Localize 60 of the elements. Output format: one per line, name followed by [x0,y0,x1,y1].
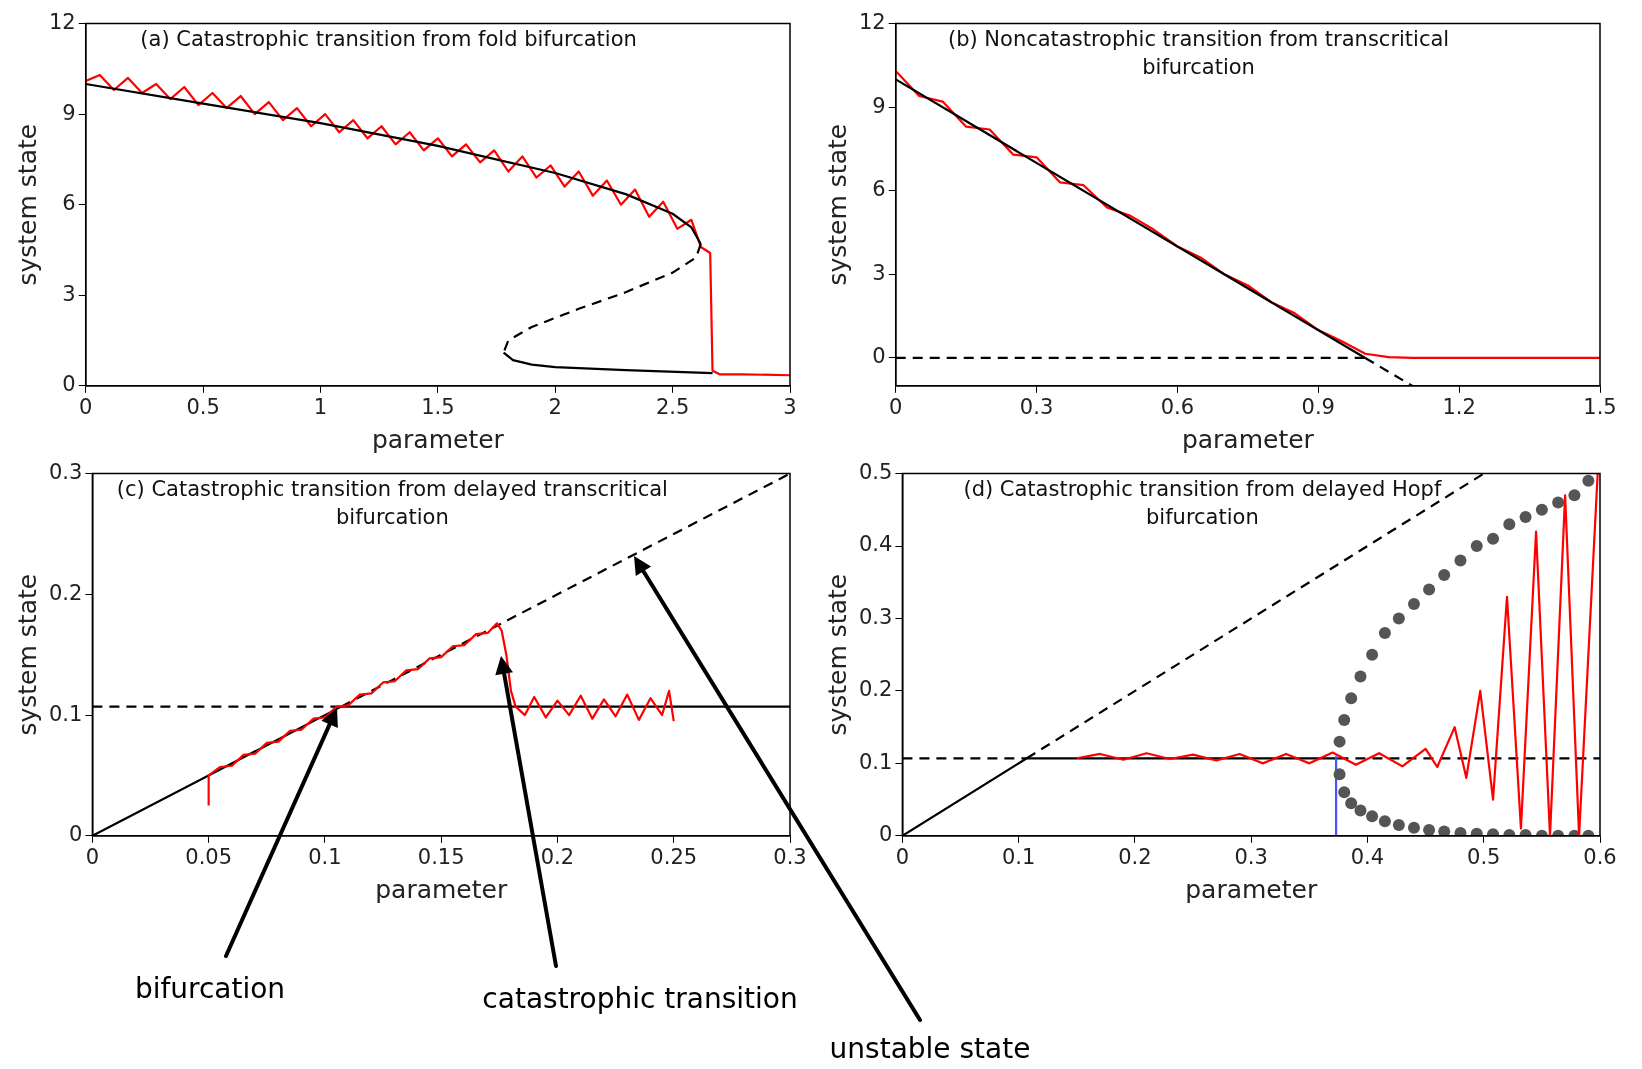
x-tick-label: 0.1 [1001,844,1036,869]
x-tick-label: 0.2 [540,844,575,869]
y-tick-label: 3 [62,281,76,306]
y-tick-label: 0.3 [48,460,83,485]
text: (d) Catastrophic transition from delayed Hopf bifurcation [963,476,1442,529]
y-tick-label: 0.2 [858,677,893,702]
y-tick-label: 6 [62,191,76,216]
y-axis-title: system state [12,573,42,736]
y-tick-label: 9 [872,93,886,118]
y-tick-label: 0.4 [858,532,893,557]
text: catastrophic transition [482,981,798,1015]
x-tick-label: 0.25 [650,844,698,869]
y-tick-label: 0 [62,372,76,397]
x-tick-label: 0 [85,844,100,869]
x-tick-label: 0.3 [773,844,807,869]
x-tick-label: 0.5 [186,394,220,419]
x-axis-title: parameter [375,874,508,904]
x-tick-label: 0.6 [1583,844,1617,869]
x-tick-label: 0.3 [1234,844,1268,869]
y-tick-label: 0.1 [858,749,893,774]
x-tick-label: 0.3 [1019,394,1054,419]
x-tick-label: 3 [783,394,797,419]
x-tick-label: 0.5 [1467,844,1501,869]
chart-title: (a) Catastrophic transition from fold bifurcation [140,26,637,51]
y-tick-label: 0.5 [858,460,893,485]
x-axis-title: parameter [1181,424,1315,454]
x-tick-label: 2.5 [655,394,690,419]
x-tick-label: 0.15 [417,844,465,869]
y-tick-label: 0 [879,822,893,847]
x-tick-label: 1.5 [1583,394,1617,419]
text: (c) Catastrophic transition from delayed transcritical bifurcation [116,476,668,529]
x-tick-label: 0.4 [1350,844,1385,869]
y-tick-label: 6 [872,177,886,202]
y-axis-title: system state [822,573,852,736]
text: (b) Noncatastrophic transition from transcritical bifurcation [947,26,1450,79]
x-tick-label: 0.05 [185,844,233,869]
text: unstable state [829,1031,1031,1065]
x-tick-label: 1.5 [421,394,455,419]
y-tick-label: 9 [62,100,76,125]
y-tick-label: 0 [872,344,886,369]
x-tick-label: 0 [895,844,910,869]
x-tick-label: 0.2 [1118,844,1152,869]
y-tick-label: 12 [48,10,76,35]
x-axis-title: parameter [1185,874,1318,904]
y-axis-title: system state [12,123,42,286]
y-tick-label: 0 [69,822,83,847]
y-tick-label: 0.3 [858,604,893,629]
x-tick-label: 1.2 [1442,394,1476,419]
y-tick-label: 0.1 [48,701,83,726]
x-tick-label: 2 [548,394,562,419]
x-axis-title: parameter [371,424,505,454]
x-tick-label: 0.1 [308,844,342,869]
y-tick-label: 12 [858,10,886,35]
x-tick-label: 0.6 [1160,394,1195,419]
x-tick-label: 1 [313,394,328,419]
text: bifurcation [134,971,286,1005]
y-tick-label: 3 [872,260,886,285]
x-tick-label: 0.9 [1301,394,1335,419]
y-tick-label: 0.2 [48,580,83,605]
y-axis-title: system state [822,123,852,286]
